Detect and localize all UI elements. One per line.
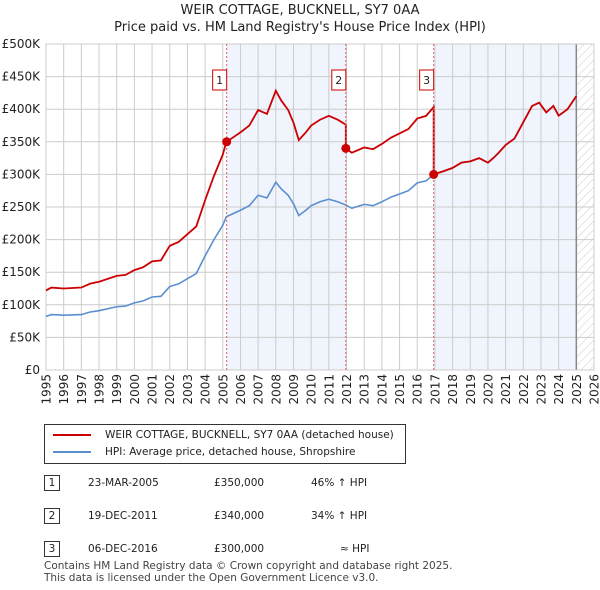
x-tick-label: 2009 xyxy=(287,374,301,405)
chart-title: WEIR COTTAGE, BUCKNELL, SY7 0AA xyxy=(180,3,420,18)
sale-price: £300,000 xyxy=(214,543,265,555)
sale-hpi-diff: ≈ HPI xyxy=(340,543,370,555)
legend-hpi: HPI: Average price, detached house, Shro… xyxy=(105,446,356,458)
x-tick-label: 2004 xyxy=(199,374,213,405)
x-tick-label: 2000 xyxy=(128,374,142,405)
x-tick-label: 2008 xyxy=(269,374,283,405)
sale-label-box xyxy=(331,69,347,91)
property-price-line xyxy=(45,88,578,292)
x-tick-label: 2017 xyxy=(428,374,442,405)
x-tick-label: 2001 xyxy=(146,374,160,405)
y-tick-label: £50K xyxy=(9,330,41,344)
footer: Contains HM Land Registry data © Crown c… xyxy=(44,560,452,584)
x-tick-label: 1995 xyxy=(40,374,54,405)
sale-label: 3 xyxy=(423,74,430,87)
x-tick-label: 2012 xyxy=(340,374,354,405)
sale-label-box xyxy=(419,69,435,91)
legend: WEIR COTTAGE, BUCKNELL, SY7 0AA (detache… xyxy=(44,424,406,464)
legend-property: WEIR COTTAGE, BUCKNELL, SY7 0AA (detache… xyxy=(105,429,394,441)
sale-date: 06-DEC-2016 xyxy=(88,543,158,555)
x-tick-label: 2003 xyxy=(181,374,195,405)
sale-label-box xyxy=(212,69,228,91)
sale-row: 2 19-DEC-2011 £340,000 34% ↑ HPI xyxy=(44,508,544,526)
x-tick-label: 2006 xyxy=(234,374,248,405)
x-tick-label: 2023 xyxy=(534,374,548,405)
y-tick-label: £100K xyxy=(2,298,42,312)
x-tick-label: 2013 xyxy=(358,374,372,405)
y-tick-label: £250K xyxy=(2,200,42,214)
sale-number: 2 xyxy=(44,508,60,524)
x-tick-label: 1998 xyxy=(93,374,107,405)
y-tick-label: £200K xyxy=(2,233,42,247)
y-tick-label: £150K xyxy=(2,265,42,279)
y-tick-label: £450K xyxy=(2,70,42,84)
x-tick-label: 2002 xyxy=(163,374,177,405)
sale-row: 3 06-DEC-2016 £300,000 ≈ HPI xyxy=(44,541,544,559)
y-tick-label: £350K xyxy=(2,135,42,149)
x-tick-label: 2019 xyxy=(464,374,478,405)
sale-number: 3 xyxy=(44,541,60,557)
x-tick-label: 2014 xyxy=(375,374,389,405)
y-tick-label: £500K xyxy=(2,37,42,51)
sale-point xyxy=(222,137,232,147)
x-tick-label: 2021 xyxy=(499,374,513,405)
chart-subtitle: Price paid vs. HM Land Registry's House … xyxy=(114,20,486,35)
x-tick-label: 2022 xyxy=(517,374,531,405)
plot-border xyxy=(45,43,595,371)
x-tick-label: 1999 xyxy=(110,374,124,405)
y-tick-label: £300K xyxy=(2,167,42,181)
x-tick-label: 2007 xyxy=(252,374,266,405)
sale-row: 1 23-MAR-2005 £350,000 46% ↑ HPI xyxy=(44,475,544,493)
sale-hpi-diff: 46% ↑ HPI xyxy=(311,477,368,489)
x-tick-label: 1997 xyxy=(75,374,89,405)
x-tick-label: 2024 xyxy=(552,374,566,405)
x-tick-label: 2025 xyxy=(570,374,584,405)
sale-price: £350,000 xyxy=(214,477,265,489)
sale-label: 2 xyxy=(335,74,342,87)
sale-point xyxy=(341,143,351,153)
x-tick-label: 1996 xyxy=(57,374,71,405)
property-line-swatch xyxy=(53,434,91,436)
sale-point xyxy=(429,169,439,179)
footer-line2: This data is licensed under the Open Gov… xyxy=(44,572,379,584)
x-tick-label: 2011 xyxy=(322,374,336,405)
sale-label: 1 xyxy=(216,74,223,87)
hpi-line-swatch xyxy=(53,451,91,453)
x-tick-label: 2020 xyxy=(481,374,495,405)
x-tick-label: 2010 xyxy=(305,374,319,405)
y-tick-label: £0 xyxy=(25,363,40,377)
x-tick-label: 2015 xyxy=(393,374,407,405)
x-tick-label: 2026 xyxy=(588,374,600,405)
x-tick-label: 2018 xyxy=(446,374,460,405)
x-tick-label: 2005 xyxy=(216,374,230,405)
sale-date: 23-MAR-2005 xyxy=(88,477,159,489)
sale-hpi-diff: 34% ↑ HPI xyxy=(311,510,368,522)
x-tick-label: 2016 xyxy=(411,374,425,405)
sale-number: 1 xyxy=(44,475,60,491)
plot-area: 1 2 3 £0 £50K £100K £150K £200K £250K £300K £350K £… xyxy=(2,37,600,405)
sale-price: £340,000 xyxy=(214,510,265,522)
sale-date: 19-DEC-2011 xyxy=(88,510,158,522)
footer-line1: Contains HM Land Registry data © Crown c… xyxy=(44,560,453,572)
y-tick-label: £400K xyxy=(2,102,42,116)
